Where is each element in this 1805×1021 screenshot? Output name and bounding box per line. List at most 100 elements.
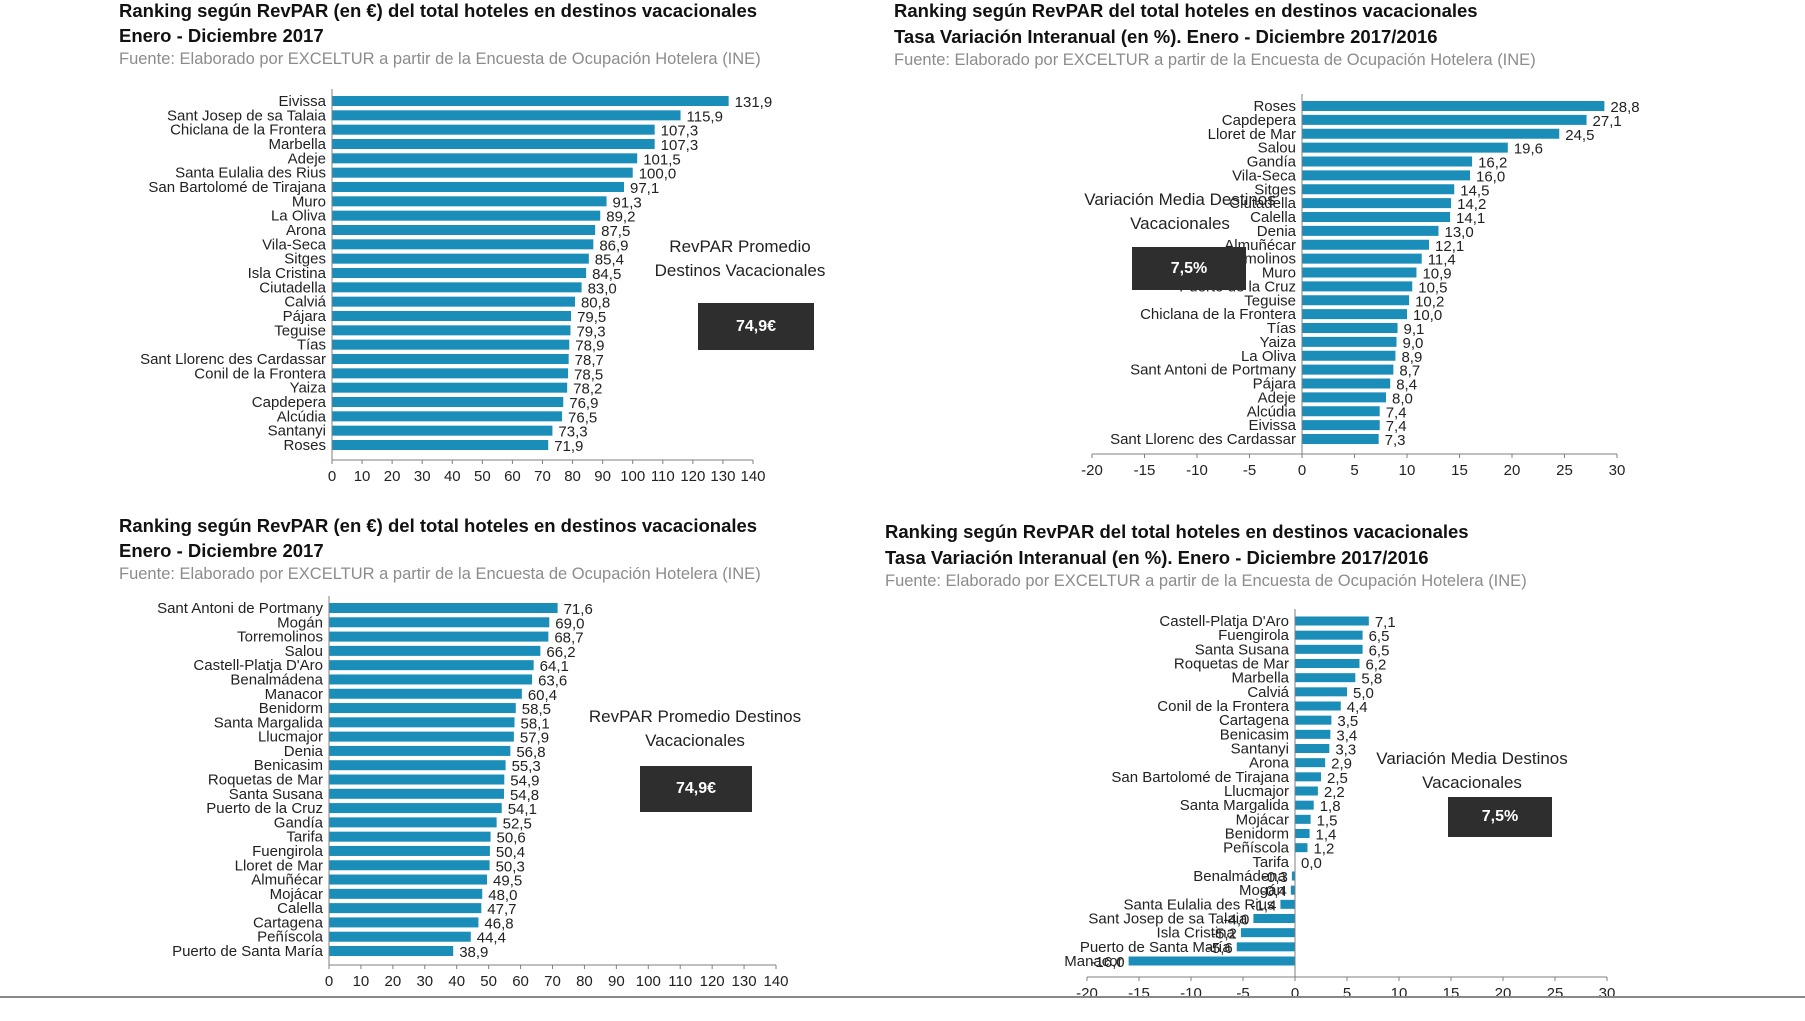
value-label: 131,9 xyxy=(735,94,773,111)
bar xyxy=(329,817,497,827)
x-tick-label: 80 xyxy=(576,973,593,990)
bar xyxy=(332,397,563,407)
x-tick-label: 110 xyxy=(668,973,692,990)
bar xyxy=(1295,687,1347,696)
bar xyxy=(1295,645,1363,654)
bar xyxy=(1302,406,1380,416)
bar xyxy=(1302,254,1422,264)
bar xyxy=(1302,351,1395,361)
bar xyxy=(1291,886,1295,895)
value-label: 71,9 xyxy=(554,438,583,455)
x-tick-label: 0 xyxy=(1291,985,1299,1002)
value-label: -1,4 xyxy=(1251,897,1277,914)
bar xyxy=(1302,212,1450,222)
average-value-box: 74,9€ xyxy=(698,303,814,350)
bar xyxy=(1302,434,1379,444)
bar xyxy=(332,297,575,307)
bar xyxy=(332,282,582,292)
average-label-line2: Vacacionales xyxy=(1075,212,1285,236)
bar xyxy=(1253,914,1295,923)
category-label: Puerto de Santa María xyxy=(172,943,324,960)
bar xyxy=(332,110,681,120)
x-tick-label: 0 xyxy=(1298,462,1306,479)
x-tick-label: 10 xyxy=(353,973,370,990)
bar xyxy=(332,211,600,221)
x-tick-label: 30 xyxy=(414,468,431,485)
bar xyxy=(1302,198,1451,208)
x-tick-label: 10 xyxy=(1399,462,1416,479)
bar xyxy=(329,732,514,742)
bar xyxy=(332,254,589,264)
bar xyxy=(329,760,506,770)
average-label: RevPAR Promedio Destinos Vacacionales xyxy=(640,235,840,283)
bar xyxy=(1302,323,1398,333)
bar xyxy=(329,946,453,956)
chart-panel-revpar-1: Ranking según RevPAR (en €) del total ho… xyxy=(0,0,900,500)
bar xyxy=(332,325,570,335)
chart-panel-variation-1: Ranking según RevPAR del total hoteles e… xyxy=(890,0,1790,500)
average-label-line2: Vacacionales xyxy=(580,729,810,753)
x-tick-label: 25 xyxy=(1547,985,1564,1002)
x-tick-label: 50 xyxy=(474,468,491,485)
bar xyxy=(332,411,562,421)
x-tick-label: 60 xyxy=(512,973,529,990)
bar xyxy=(1295,702,1341,711)
page-bottom-rule xyxy=(0,996,1805,998)
bar xyxy=(1302,101,1604,111)
x-tick-label: 15 xyxy=(1443,985,1460,1002)
x-tick-label: 40 xyxy=(448,973,465,990)
bar xyxy=(1302,295,1409,305)
bar xyxy=(1302,268,1416,278)
value-label: 0,0 xyxy=(1301,855,1322,872)
bar xyxy=(1295,787,1318,796)
x-tick-label: -15 xyxy=(1128,985,1150,1002)
x-tick-label: 140 xyxy=(763,973,788,990)
x-tick-label: 20 xyxy=(385,973,402,990)
bar xyxy=(329,875,487,885)
bar xyxy=(1295,843,1307,852)
chart-panel-revpar-2: Ranking según RevPAR (en €) del total ho… xyxy=(0,511,900,1011)
x-tick-label: 15 xyxy=(1451,462,1468,479)
x-tick-label: 80 xyxy=(564,468,581,485)
bar xyxy=(1295,659,1359,668)
bar xyxy=(1295,617,1369,626)
bar xyxy=(1302,115,1587,125)
average-value-box: 74,9€ xyxy=(640,766,752,812)
x-tick-label: 0 xyxy=(325,973,333,990)
bar xyxy=(332,311,571,321)
bar xyxy=(1280,900,1295,909)
x-tick-label: -5 xyxy=(1243,462,1256,479)
average-value-box: 7,5% xyxy=(1132,247,1246,290)
x-tick-label: -5 xyxy=(1236,985,1249,1002)
bar xyxy=(329,603,558,613)
average-label: Variación Media Destinos Vacacionales xyxy=(1075,188,1285,236)
bar xyxy=(1302,379,1390,389)
bar xyxy=(329,932,471,942)
average-label: RevPAR Promedio Destinos Vacacionales xyxy=(580,705,810,753)
x-tick-label: 20 xyxy=(384,468,401,485)
bar xyxy=(1302,392,1386,402)
x-tick-label: 90 xyxy=(594,468,611,485)
bar xyxy=(1302,184,1454,194)
bar xyxy=(329,660,534,670)
bar xyxy=(332,239,593,249)
bar xyxy=(332,440,548,450)
x-tick-label: 70 xyxy=(544,973,561,990)
bar xyxy=(1302,281,1412,291)
x-tick-label: 30 xyxy=(416,973,433,990)
bar xyxy=(329,746,510,756)
average-value-box: 7,5% xyxy=(1448,797,1552,837)
value-label: 7,3 xyxy=(1385,432,1406,449)
bar xyxy=(329,632,548,642)
bar xyxy=(329,775,504,785)
bar xyxy=(332,153,637,163)
bar xyxy=(1295,673,1355,682)
average-label-line2: Vacacionales xyxy=(1362,771,1582,795)
bar xyxy=(1295,744,1329,753)
average-label-line1: RevPAR Promedio xyxy=(640,235,840,259)
bar xyxy=(1295,829,1310,838)
x-tick-label: 50 xyxy=(480,973,497,990)
